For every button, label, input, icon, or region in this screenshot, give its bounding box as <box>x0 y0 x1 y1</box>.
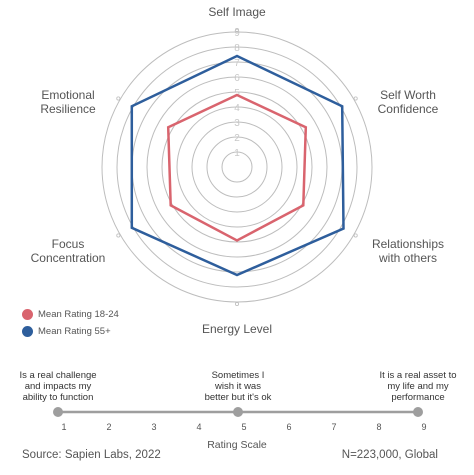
legend-item-55-plus: Mean Rating 55+ <box>22 323 119 340</box>
axis-label-line: Confidence <box>378 102 439 116</box>
axis-label: Self Worth Confidence <box>378 88 439 116</box>
axis-label: Energy Level <box>202 322 272 336</box>
sample-size: N=223,000, Global <box>341 449 438 461</box>
radar-tick-label: 1 <box>234 148 240 159</box>
axis-label: Relationships with others <box>372 237 444 265</box>
scale-anchor-line: It is a real asset to <box>379 370 456 381</box>
axis-tip-marker <box>116 96 121 101</box>
axis-tip-marker <box>234 27 239 32</box>
grid-ring <box>191 121 283 213</box>
radar-tick-label: 2 <box>234 133 240 144</box>
legend-label: Mean Rating 18-24 <box>38 309 119 320</box>
scale-anchor-line: performance <box>391 392 444 403</box>
axis-label-line: Concentration <box>31 251 106 265</box>
scale-tick-label: 6 <box>286 422 291 432</box>
axis-label: Self Image <box>208 5 266 19</box>
radar-tick-label: 9 <box>234 28 240 39</box>
scale-tick-label: 7 <box>331 422 336 432</box>
scale-anchor-dot <box>413 407 423 417</box>
legend: Mean Rating 18-24 Mean Rating 55+ <box>22 306 119 340</box>
axis-label-line: Focus <box>52 237 85 251</box>
radar-tick-labels: 1 2 3 4 5 6 7 8 9 <box>234 28 240 159</box>
axis-label: Emotional Resilience <box>40 88 96 116</box>
scale-anchor-line: ability to function <box>23 392 94 403</box>
axis-tip-marker <box>234 302 239 307</box>
radar-grid <box>101 27 373 307</box>
radar-tick-label: 3 <box>234 118 240 129</box>
scale-anchor-text: Is a real challenge and impacts my ability… <box>19 370 96 403</box>
radar-tick-label: 4 <box>234 103 240 114</box>
scale-tick-label: 8 <box>376 422 381 432</box>
axis-label-line: with others <box>378 251 437 265</box>
axis-label-line: Relationships <box>372 237 444 251</box>
axis-tip-marker <box>116 233 121 238</box>
scale-anchor-text: It is a real asset to my life and my perfo… <box>379 370 456 403</box>
legend-swatch <box>22 309 33 320</box>
axis-label: Focus Concentration <box>31 237 106 265</box>
grid-ring <box>116 46 358 288</box>
scale-tick-label: 2 <box>106 422 111 432</box>
scale-tick-label: 3 <box>151 422 156 432</box>
scale-tick-label: 1 <box>61 422 66 432</box>
grid-ring <box>101 31 373 303</box>
radar-tick-label: 7 <box>234 58 240 69</box>
legend-label: Mean Rating 55+ <box>38 326 111 337</box>
radar-tick-label: 8 <box>234 43 240 54</box>
scale-tick-label: 5 <box>241 422 246 432</box>
scale-tick-label: 4 <box>196 422 201 432</box>
radar-tick-label: 6 <box>234 73 240 84</box>
axis-label-line: Resilience <box>40 102 96 116</box>
grid-ring <box>176 106 298 228</box>
axis-tip-marker <box>353 233 358 238</box>
scale-anchor-line: better but it's ok <box>205 392 272 403</box>
axis-tip-marker <box>353 96 358 101</box>
radar-series <box>130 54 345 277</box>
grid-ring <box>221 151 253 183</box>
scale-anchor-line: Sometimes I <box>212 370 265 381</box>
scale-anchor-line: and impacts my <box>25 381 92 392</box>
legend-swatch <box>22 326 33 337</box>
scale-anchor-line: Is a real challenge <box>19 370 96 381</box>
axis-label-line: Self Worth <box>380 88 436 102</box>
grid-ring <box>146 76 328 258</box>
series-polygon-1 <box>166 93 308 242</box>
source-note: Source: Sapien Labs, 2022 <box>22 449 161 461</box>
radar-tick-label: 5 <box>234 88 240 99</box>
scale-anchor-dot <box>53 407 63 417</box>
axis-label-line: Emotional <box>41 88 94 102</box>
scale-anchor-line: wish it was <box>214 381 261 392</box>
rating-scale: Is a real challenge and impacts my ability… <box>19 370 456 451</box>
axis-label-line: Energy Level <box>202 322 272 336</box>
series-polygon-2 <box>130 54 345 277</box>
legend-item-18-24: Mean Rating 18-24 <box>22 306 119 323</box>
scale-anchor-line: my life and my <box>387 381 448 392</box>
scale-anchor-dot <box>233 407 243 417</box>
scale-title: Rating Scale <box>207 439 267 451</box>
grid-ring <box>161 91 313 243</box>
grid-ring <box>206 136 268 198</box>
radar-axis-labels: Self Image Self Worth Confidence Relationsh… <box>31 5 444 336</box>
axis-label-line: Self Image <box>208 5 266 19</box>
scale-tick-label: 9 <box>421 422 426 432</box>
